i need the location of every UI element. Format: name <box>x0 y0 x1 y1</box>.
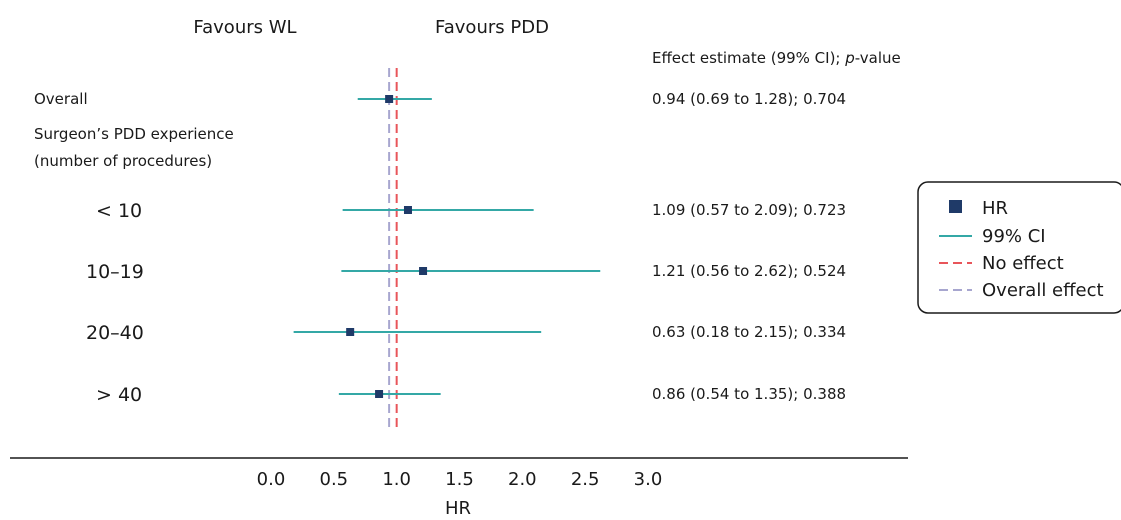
legend-label: HR <box>982 198 1008 219</box>
x-tick-label: 1.5 <box>445 469 474 490</box>
estimate-text: 0.94 (0.69 to 1.28); 0.704 <box>652 90 846 108</box>
hr-point <box>419 267 428 275</box>
section-label-line1: Surgeon’s PDD experience <box>34 125 234 143</box>
hr-point <box>403 206 412 214</box>
hr-point <box>385 95 394 103</box>
x-tick-label: 0.0 <box>257 469 286 490</box>
estimate-text: 0.63 (0.18 to 2.15); 0.334 <box>652 323 846 341</box>
forest-rows: Overall 0.94 (0.69 to 1.28); 0.704 < 10 1.0… <box>34 90 846 406</box>
x-tick-label: 2.5 <box>571 469 600 490</box>
x-tick-label: 0.5 <box>320 469 349 490</box>
legend-hr-marker <box>949 200 962 213</box>
legend: HR 99% CI No effect Overall effect <box>939 198 1104 301</box>
row-label: 10–19 <box>86 261 144 283</box>
estimate-text: 0.86 (0.54 to 1.35); 0.388 <box>652 385 846 403</box>
row-label: Overall <box>34 90 88 108</box>
column-header-suffix: -value <box>855 49 901 67</box>
x-tick-labels: 0.0 0.5 1.0 1.5 2.0 2.5 3.0 <box>257 469 663 490</box>
row-label: > 40 <box>96 384 142 406</box>
legend-box <box>917 181 1121 314</box>
legend-label: No effect <box>982 253 1064 274</box>
x-tick-label: 3.0 <box>634 469 663 490</box>
hr-point <box>346 328 355 336</box>
favours-wl-label: Favours WL <box>193 17 296 38</box>
column-header-prefix: Effect estimate (99% CI); <box>652 49 845 67</box>
row-label: < 10 <box>96 200 142 222</box>
estimate-text: 1.21 (0.56 to 2.62); 0.524 <box>652 262 846 280</box>
section-label-line2: (number of procedures) <box>34 152 212 170</box>
favours-pdd-label: Favours PDD <box>435 17 549 38</box>
row-label: 20–40 <box>86 322 144 344</box>
column-header-italic: p <box>844 49 855 67</box>
hr-point <box>375 390 384 398</box>
legend-label: Overall effect <box>982 280 1104 301</box>
estimate-text: 1.09 (0.57 to 2.09); 0.723 <box>652 201 846 219</box>
reference-lines <box>388 68 398 432</box>
legend-label: 99% CI <box>982 226 1046 247</box>
x-axis-label: HR <box>445 498 471 519</box>
x-tick-label: 1.0 <box>382 469 411 490</box>
x-tick-label: 2.0 <box>508 469 537 490</box>
effect-estimate-column-header: Effect estimate (99% CI); p-value <box>652 49 901 67</box>
